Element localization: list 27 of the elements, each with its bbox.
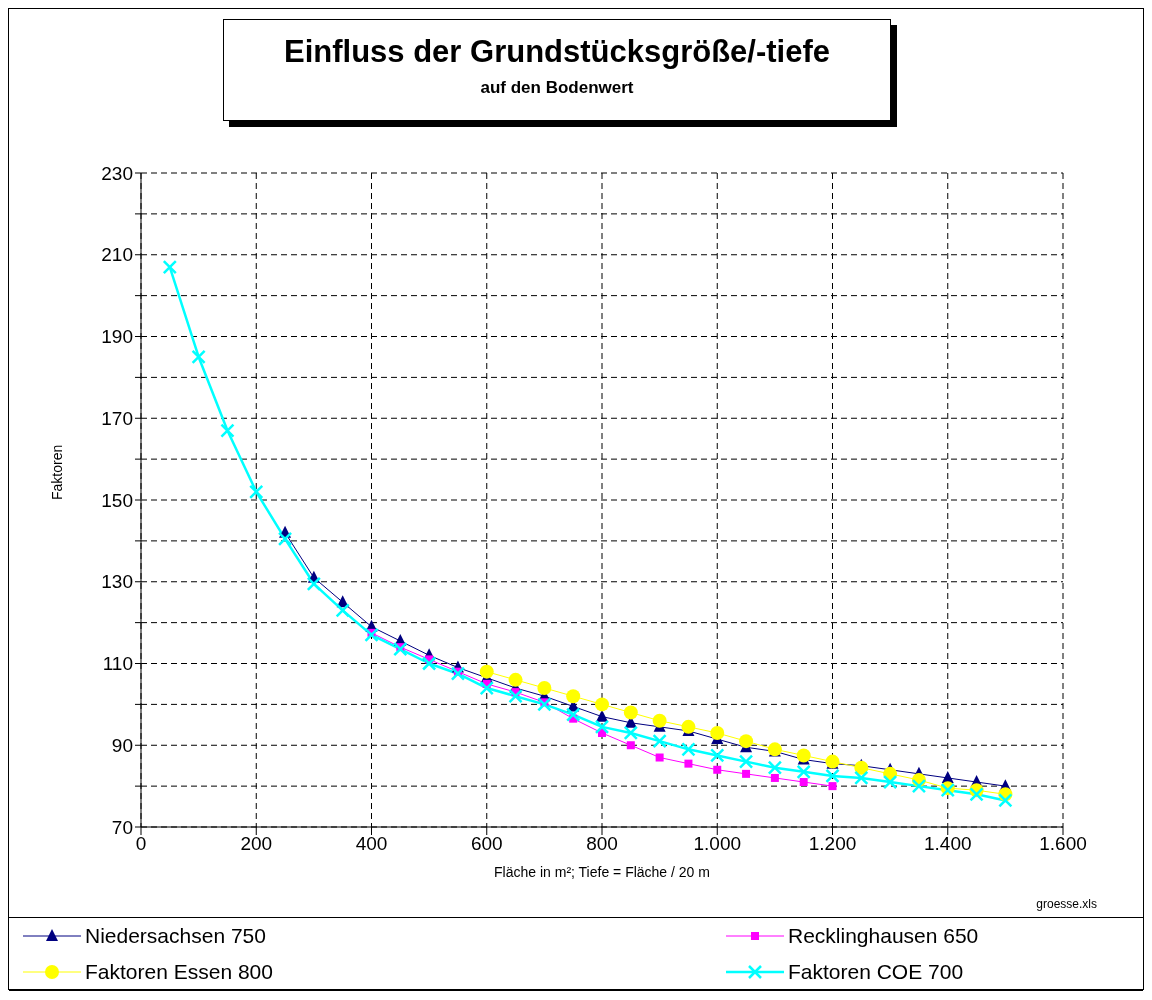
x-tick-label: 800 [586,833,618,855]
y-axis-title: Faktoren [48,444,65,500]
legend-label: Faktoren COE 700 [788,960,964,984]
x-tick-label: 200 [240,833,273,855]
y-tick-label: 170 [101,407,133,429]
x-tick-label: 1.400 [923,833,972,855]
x-axis-title: Fläche in m²; Tiefe = Fläche / 20 m [494,864,710,880]
x-tick-label: 400 [355,833,388,855]
text: groesse.xls [1036,897,1097,911]
y-tick-label: 150 [101,489,133,511]
x-tick-label: 1.200 [808,833,857,855]
x-tick-label: 600 [470,833,503,855]
legend-label: Faktoren Essen 800 [85,960,273,984]
y-tick-label: 110 [102,653,133,675]
y-tick-label: 190 [101,326,133,348]
y-tick-label: 70 [111,816,133,838]
y-tick-label: 130 [101,571,133,593]
x-tick-label: 0 [135,833,147,855]
y-tick-label: 90 [111,734,133,756]
legend-label: Recklinghausen 650 [788,924,979,948]
chart-subtitle: auf den Bodenwert [479,78,635,98]
x-tick-label: 1.000 [693,833,742,855]
x-tick-label: 1.600 [1039,833,1087,855]
y-tick-label: 230 [101,162,133,184]
legend-label: Niedersachsen 750 [85,924,266,948]
chart-title: Einfluss der Grundstücksgröße/-tiefe [282,34,831,70]
y-tick-label: 210 [101,244,133,266]
